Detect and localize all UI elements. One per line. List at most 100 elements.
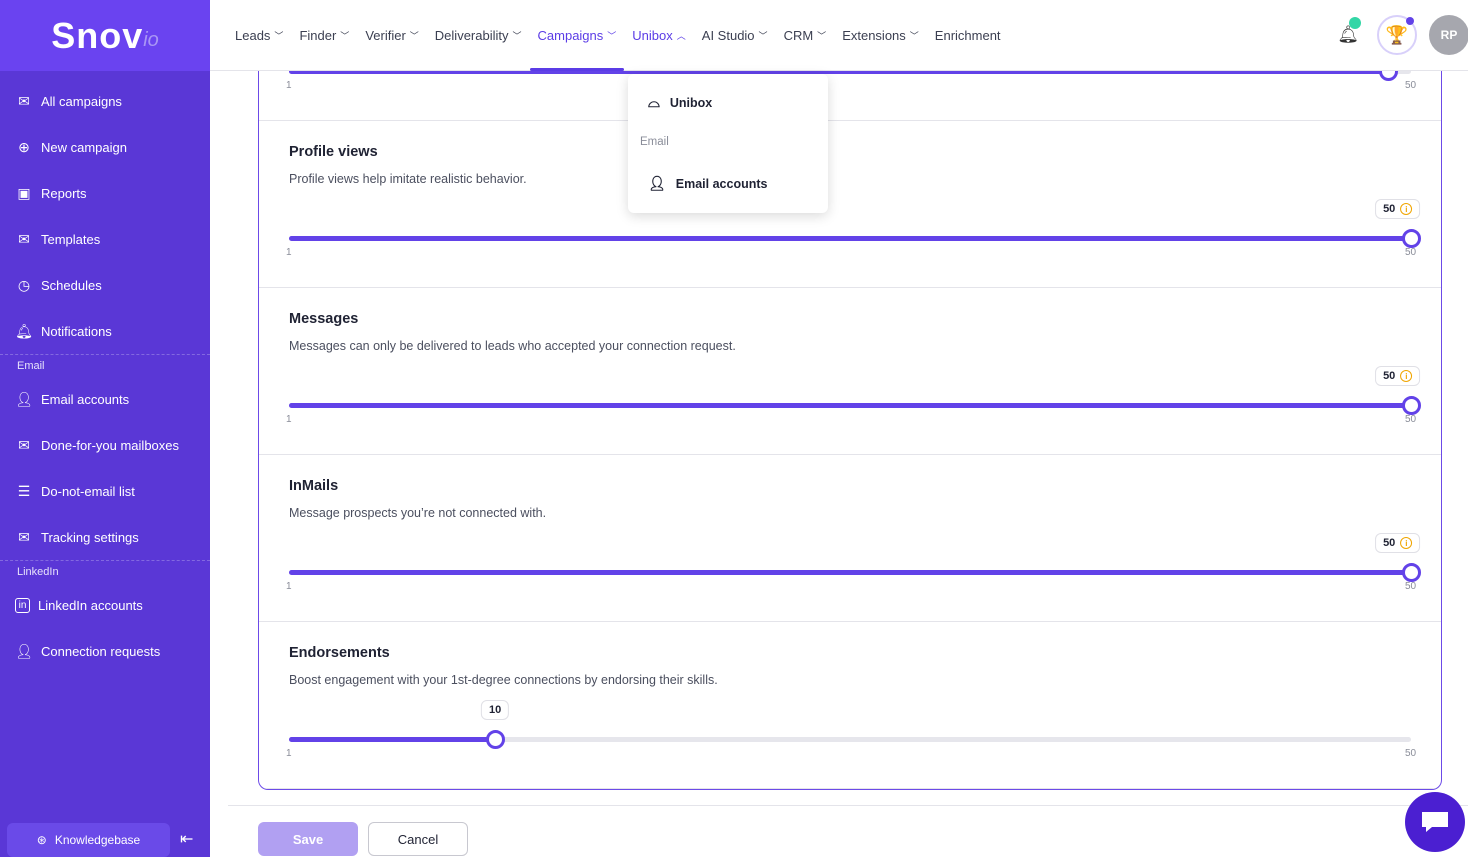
slider-value-bubble: 10 (480, 700, 510, 720)
collapse-sidebar-icon[interactable]: ⇤ (180, 831, 194, 848)
chevron-down-icon: ﹀ (274, 30, 284, 41)
slider-min-label: 1 (286, 414, 292, 425)
trophy-button[interactable]: 🏆 (1377, 15, 1417, 55)
section-description: Boost engagement with your 1st-degree co… (289, 673, 718, 687)
slider-fill (289, 403, 1411, 408)
slider-section-messages: Messages Messages can only be delivered t… (259, 288, 1441, 455)
slider-fill (289, 236, 1411, 241)
sidebar-item-templates[interactable]: ✉ Templates (0, 216, 210, 262)
chevron-down-icon: ﹀ (512, 30, 522, 41)
slider-min-label: 1 (286, 748, 292, 759)
slider-fill (289, 570, 1411, 575)
slider-max-label: 50 (1405, 748, 1417, 759)
slider-value-bubble: 50 i (1375, 366, 1421, 386)
limits-card: 1 50 Profile views Profile views help imita… (258, 71, 1442, 790)
slider-value-bubble: 50 i (1375, 199, 1421, 219)
bell-icon[interactable]: 🔔︎ (1337, 17, 1362, 45)
sidebar-item-email-accounts[interactable]: 👤︎ Email accounts (15, 390, 130, 407)
cancel-button[interactable]: Cancel (368, 822, 468, 856)
slider-max-label: 50 (1405, 414, 1417, 425)
nav-crm[interactable]: CRM ﹀ (783, 27, 827, 43)
slider-min-label: 1 (286, 80, 292, 91)
online-dot (1349, 17, 1362, 29)
sidebar-item-notifications[interactable]: 🔔︎ Notifications (15, 322, 112, 339)
sidebar-item-all-campaigns[interactable]: ✉ All campaigns (0, 78, 210, 124)
section-description: Messages can only be delivered to leads … (289, 339, 736, 353)
chevron-down-icon: ﹀ (607, 30, 617, 41)
nav-ai-studio[interactable]: AI Studio ﹀ (701, 27, 768, 43)
section-title: Endorsements (289, 645, 390, 661)
slider-thumb[interactable] (1402, 563, 1421, 582)
chevron-down-icon: ﹀ (409, 30, 419, 41)
info-warning-icon[interactable]: i (1400, 203, 1413, 215)
chat-icon (1422, 812, 1448, 832)
tracking-icon: ✉ (18, 528, 30, 545)
slider-section-inmails: InMails Message prospects you’re not conn… (259, 455, 1441, 622)
sidebar-group-linkedin: LinkedIn (0, 560, 210, 582)
nav-verifier[interactable]: Verifier ﹀ (365, 27, 419, 43)
top-nav: Leads ﹀ Finder ﹀ Verifier ﹀ Deliverability ﹀ Cam… (210, 0, 1468, 71)
unibox-dropdown: ⌓ Unibox Email 👤︎ Email accounts (628, 74, 828, 213)
sidebar-item-schedules[interactable]: ◷ Schedules (0, 262, 210, 308)
knowledgebase-button[interactable]: ⊛ Knowledgebase (7, 823, 170, 857)
slider-track[interactable] (289, 71, 1411, 81)
nav-deliverability[interactable]: Deliverability ﹀ (434, 27, 522, 43)
chevron-down-icon: ﹀ (817, 30, 827, 41)
slider-track[interactable]: 50 i (289, 533, 1421, 582)
sidebar-item-reports[interactable]: ▣ Reports (0, 170, 210, 216)
nav-enrichment[interactable]: Enrichment (934, 27, 1001, 43)
lifebuoy-icon: ⊛ (36, 833, 47, 847)
inbox-icon: ⌓ (648, 94, 660, 111)
slider-thumb[interactable] (1402, 229, 1421, 248)
section-title: Profile views (289, 144, 378, 160)
slider-track[interactable]: 10 (289, 700, 1411, 749)
sidebar: Snov io ✉ All campaigns ⊕ New campaign ▣ Repor… (0, 0, 210, 857)
nav-finder[interactable]: Finder ﹀ (299, 27, 350, 43)
logo[interactable]: Snov io (0, 0, 210, 71)
sidebar-item-done-for-you-mailboxes[interactable]: ✉ Done-for-you mailboxes (0, 422, 210, 468)
nav-campaigns[interactable]: Campaigns ﹀ (529, 0, 625, 71)
envelope-icon: ✉ (18, 92, 30, 109)
user-mail-icon: 👤︎ (648, 175, 666, 191)
chevron-down-icon: ﹀ (340, 30, 350, 41)
slider-min-label: 1 (286, 581, 292, 592)
save-button[interactable]: Save (258, 822, 358, 856)
sidebar-item-do-not-email-list[interactable]: ☰ Do-not-email list (0, 468, 210, 514)
slider-thumb[interactable] (1402, 396, 1421, 415)
trophy-icon: 🏆 (1385, 24, 1409, 45)
nav-unibox[interactable]: Unibox ︿ (632, 27, 686, 43)
template-icon: ✉ (18, 230, 30, 247)
slider-max-label: 50 (1405, 581, 1417, 592)
chevron-down-icon: ﹀ (909, 30, 919, 41)
section-title: InMails (289, 478, 339, 494)
sidebar-item-connection-requests[interactable]: 👤︎ Connection requests (15, 642, 161, 659)
nav-extensions[interactable]: Extensions ﹀ (842, 27, 919, 43)
slider-thumb[interactable] (486, 730, 506, 749)
section-description: Message prospects you’re not connected w… (289, 506, 547, 520)
slider-track[interactable]: 50 i (289, 199, 1421, 248)
user-plus-icon: 👤︎ (15, 642, 33, 659)
section-title: Messages (289, 311, 359, 327)
linkedin-icon: in (15, 597, 30, 613)
slider-fill (289, 71, 1389, 74)
slider-thumb[interactable] (1379, 71, 1399, 81)
sidebar-item-linkedin-accounts[interactable]: in LinkedIn accounts (0, 582, 210, 628)
sidebar-item-tracking-settings[interactable]: ✉ Tracking settings (0, 514, 210, 560)
slider-track[interactable]: 50 i (289, 366, 1421, 415)
dropdown-group-email: Email (640, 136, 669, 148)
info-warning-icon[interactable]: i (1400, 537, 1413, 549)
avatar[interactable]: RP (1429, 15, 1468, 55)
footer-divider (228, 805, 1468, 806)
info-warning-icon[interactable]: i (1400, 370, 1413, 382)
chevron-down-icon: ﹀ (758, 30, 768, 41)
nav-leads[interactable]: Leads ﹀ (235, 27, 284, 43)
slider-fill (289, 737, 496, 742)
clock-icon: ◷ (17, 276, 31, 293)
dropdown-item-unibox[interactable]: ⌓ Unibox (648, 94, 713, 111)
dropdown-item-email-accounts[interactable]: 👤︎ Email accounts (648, 175, 768, 191)
section-description: Profile views help imitate realistic beh… (289, 172, 527, 186)
sidebar-item-new-campaign[interactable]: ⊕ New campaign (0, 124, 210, 170)
chat-button[interactable] (1405, 792, 1465, 852)
slider-value-bubble: 50 i (1375, 533, 1421, 553)
chevron-up-icon: ︿ (676, 30, 686, 41)
